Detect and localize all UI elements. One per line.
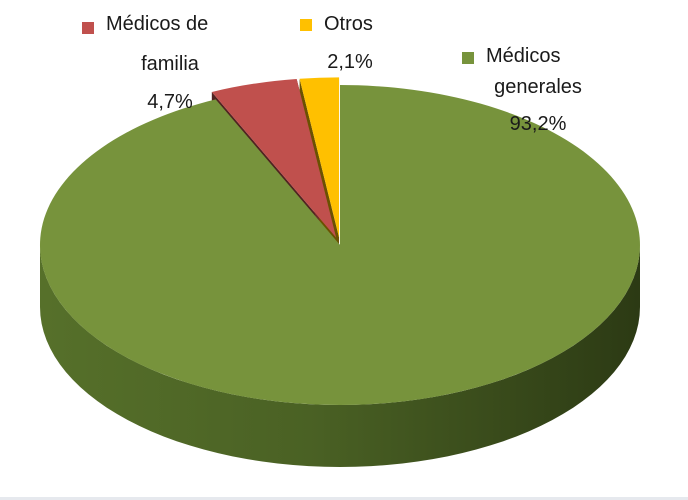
- slice-0: [39, 85, 640, 406]
- label-swatch-0: [462, 52, 474, 64]
- label-value-2: 2,1%: [327, 51, 373, 73]
- label-value-1: 4,7%: [147, 91, 193, 113]
- label-swatch-2: [300, 19, 312, 31]
- bottom-border: [0, 497, 688, 500]
- slice-2: [299, 77, 340, 238]
- label-text-0: generales: [494, 76, 582, 98]
- label-swatch-1: [82, 22, 94, 34]
- label-text-0: Médicos: [486, 45, 560, 67]
- label-text-2: Otros: [324, 13, 373, 35]
- slice-1: [211, 78, 337, 238]
- label-value-0: 93,2%: [510, 113, 567, 135]
- label-text-1: familia: [141, 53, 200, 75]
- label-text-1: Médicos de: [106, 13, 208, 35]
- data-label-0: Médicos generales 93,2%: [462, 45, 582, 135]
- data-label-1: Médicos de familia 4,7%: [82, 13, 208, 113]
- slice-side-0-wall: [40, 245, 640, 467]
- data-label-2: Otros 2,1%: [300, 13, 373, 73]
